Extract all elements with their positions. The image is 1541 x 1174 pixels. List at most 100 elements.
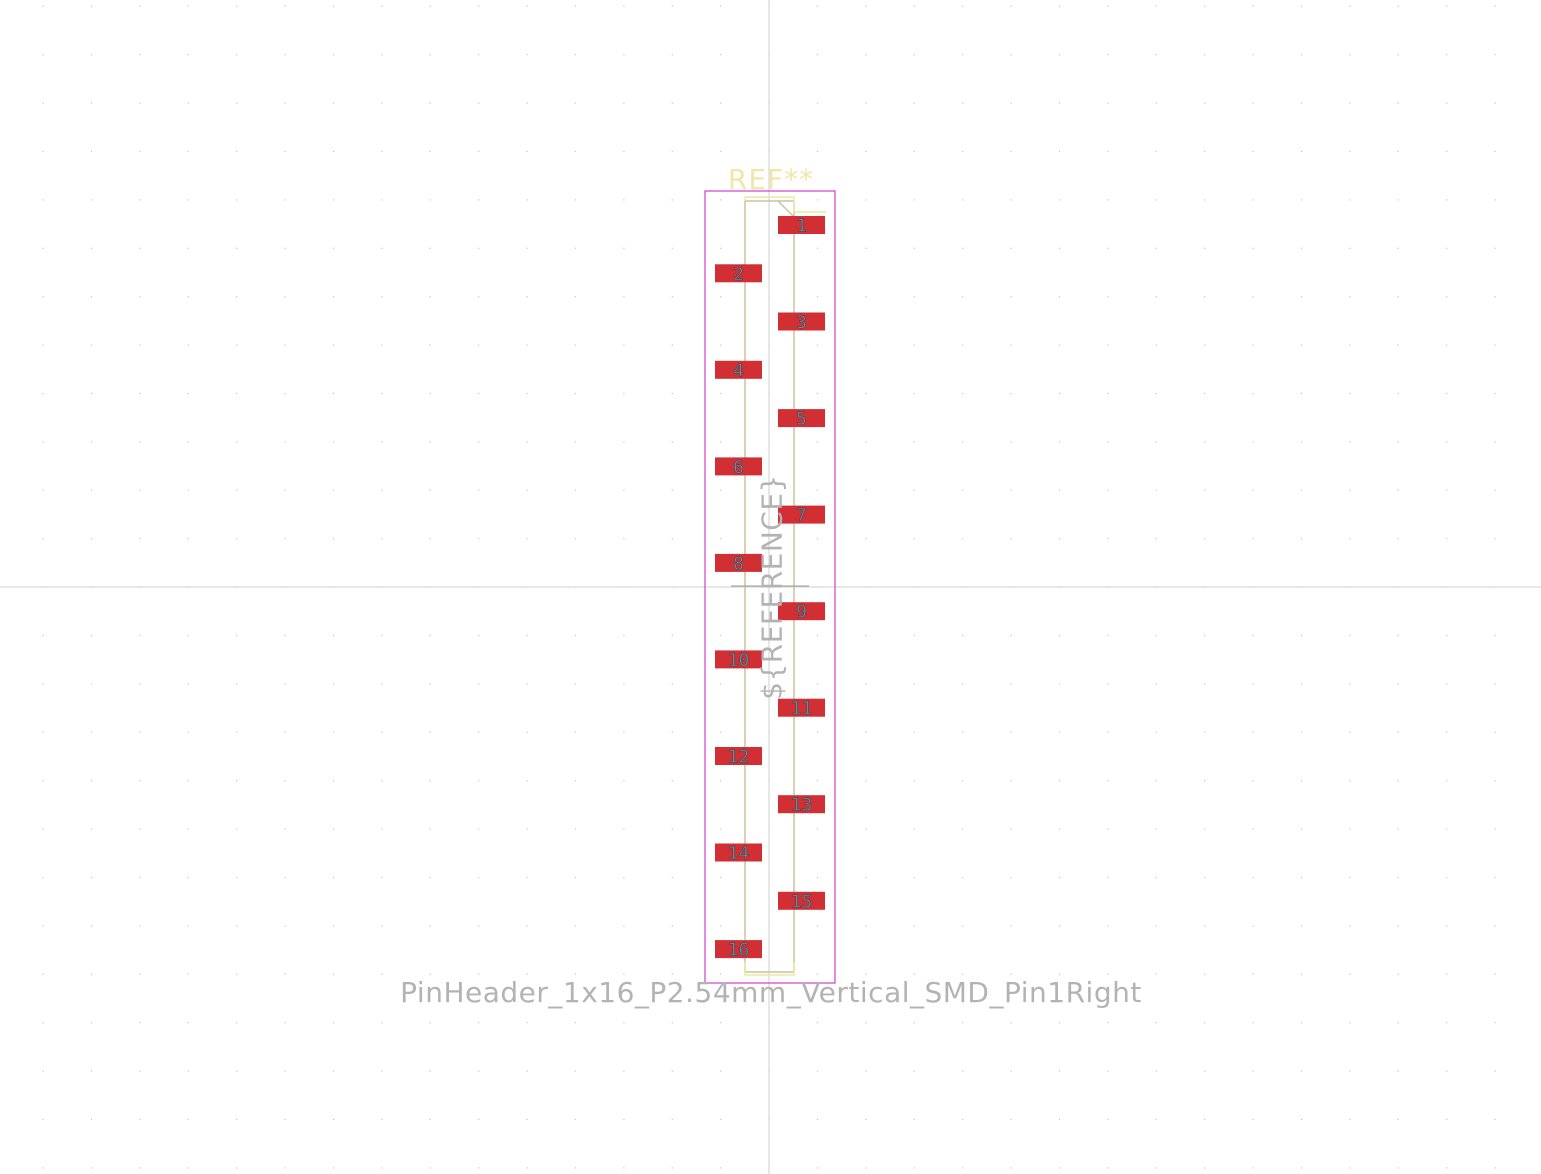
pad-rect[interactable]	[778, 698, 825, 717]
pad-rect[interactable]	[778, 312, 825, 331]
grid-dot	[671, 392, 673, 395]
grid-dot	[816, 102, 819, 104]
grid-dot	[381, 1022, 383, 1024]
grid-dot	[1204, 5, 1206, 7]
grid-dot	[1010, 5, 1012, 7]
grid-dot	[574, 780, 577, 782]
pad-8[interactable]: 8	[715, 553, 762, 575]
grid-dot	[284, 247, 286, 249]
pad-16[interactable]: 16	[715, 939, 762, 961]
pad-7[interactable]: 7	[778, 505, 825, 526]
pad-6[interactable]: 6	[715, 457, 762, 478]
grid-dot	[42, 731, 44, 733]
pad-rect[interactable]	[715, 940, 762, 959]
grid-dot	[865, 489, 867, 491]
grid-dot	[139, 5, 141, 7]
grid-dot	[187, 296, 189, 298]
grid-dot	[1300, 489, 1303, 491]
grid-dot	[816, 731, 819, 733]
pad-rect[interactable]	[715, 360, 762, 379]
grid-dot	[865, 150, 867, 153]
pad-rect[interactable]	[778, 216, 825, 234]
pad-rect[interactable]	[778, 602, 825, 621]
grid-dot	[962, 489, 964, 491]
grid-dot	[42, 1070, 44, 1072]
grid-dot	[1058, 634, 1061, 637]
pad-15[interactable]: 15	[778, 891, 825, 912]
grid-dot	[90, 150, 93, 153]
grid-dot	[962, 199, 964, 201]
pad-number-label: 10	[728, 650, 750, 671]
grid-dot	[1446, 683, 1448, 685]
grid-dot	[332, 199, 335, 201]
grid-dot	[1058, 199, 1061, 201]
grid-dot	[90, 634, 93, 637]
grid-dot	[381, 1167, 383, 1169]
pad-2[interactable]: 2	[715, 264, 762, 285]
grid-dot	[478, 780, 480, 782]
grid-dot	[139, 538, 141, 540]
grid-dot	[1446, 538, 1448, 540]
pad-rect[interactable]	[715, 650, 762, 669]
reference-designator[interactable]: REF**	[728, 163, 814, 196]
pad-rect[interactable]	[715, 457, 762, 476]
grid-dot	[1494, 1070, 1496, 1072]
grid-dot	[381, 731, 383, 733]
pad-10[interactable]: 10	[715, 650, 762, 671]
grid-dot	[1494, 876, 1496, 879]
grid-dot	[574, 102, 577, 104]
grid-dot	[1155, 344, 1157, 346]
pad-rect[interactable]	[778, 795, 825, 814]
pad-rect[interactable]	[715, 264, 762, 283]
grid-dot	[1446, 489, 1448, 491]
pad-number-label: 15	[791, 891, 813, 912]
grid-dot	[236, 441, 238, 443]
grid-dot	[1252, 344, 1254, 346]
grid-dot	[284, 1022, 286, 1024]
grid-dot	[478, 392, 480, 395]
pad-1[interactable]: 1	[778, 215, 825, 237]
grid-dot	[1300, 1022, 1303, 1024]
grid-dot	[1349, 392, 1351, 395]
grid-dot	[42, 876, 44, 879]
grid-dot	[42, 5, 44, 7]
grid-dot	[671, 150, 673, 153]
grid-dot	[478, 1167, 480, 1169]
pad-12[interactable]: 12	[715, 746, 762, 768]
pad-3[interactable]: 3	[778, 312, 825, 333]
footprint-value[interactable]: PinHeader_1x16_P2.54mm_Vertical_SMD_Pin1…	[400, 976, 1142, 1009]
pad-5[interactable]: 5	[778, 408, 825, 430]
grid-dot	[526, 1118, 528, 1121]
pad-rect[interactable]	[715, 553, 762, 572]
grid-dot	[1058, 683, 1061, 685]
pad-14[interactable]: 14	[715, 843, 762, 864]
grid-dot	[1446, 344, 1448, 346]
grid-dot	[1204, 392, 1206, 395]
grid-dot	[574, 731, 577, 733]
grid-dot	[1446, 731, 1448, 733]
grid-dot	[1397, 102, 1399, 104]
pad-rect[interactable]	[715, 843, 762, 862]
grid-dot	[865, 634, 867, 637]
pad-rect[interactable]	[778, 409, 825, 428]
grid-dot	[623, 102, 625, 104]
grid-dot	[1058, 973, 1061, 975]
pad-rect[interactable]	[778, 891, 825, 910]
grid-dot	[720, 199, 722, 201]
grid-dot	[526, 973, 528, 975]
silkscreen-pin1-marker	[744, 196, 826, 213]
pad-4[interactable]: 4	[715, 360, 762, 381]
pad-rect[interactable]	[778, 505, 825, 524]
pad-rect[interactable]	[715, 747, 762, 765]
grid-dot	[1446, 634, 1448, 637]
grid-dot	[1397, 247, 1399, 249]
pad-9[interactable]: 9	[778, 602, 825, 623]
grid-dot	[913, 392, 915, 395]
grid-dot	[187, 925, 189, 927]
pad-13[interactable]: 13	[778, 795, 825, 816]
grid-dot	[623, 538, 625, 540]
pad-11[interactable]: 11	[778, 698, 825, 719]
fab-reference-field[interactable]: ${REFERENCE}	[756, 474, 789, 700]
grid-dot	[1155, 150, 1157, 153]
